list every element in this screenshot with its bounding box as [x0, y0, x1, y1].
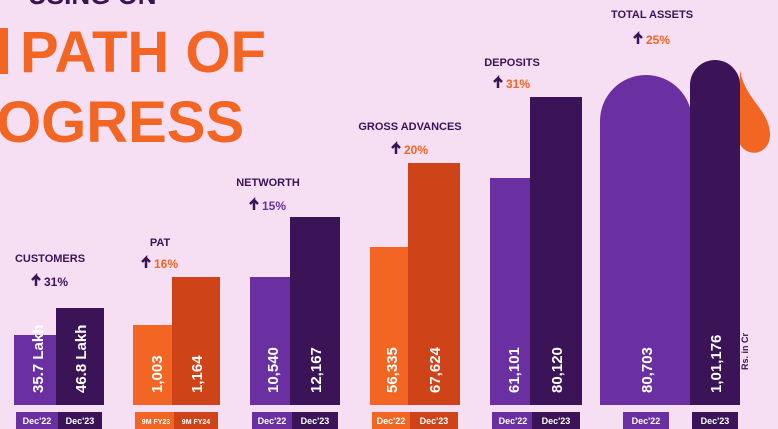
period-label: Dec'23 [301, 416, 330, 426]
heading-line2: PATH OF [20, 20, 266, 85]
bar [490, 178, 536, 405]
bar-value: 46.8 Lakh [73, 325, 90, 393]
heading-fragment [0, 28, 8, 74]
growth-arrow [493, 74, 503, 88]
growth-value: 16% [154, 257, 178, 271]
period-label: 9M FY23 [142, 419, 171, 426]
asset-bar [600, 75, 692, 405]
heading-line1: USING ON [28, 0, 157, 10]
bar [370, 247, 412, 405]
group-label: DEPOSITS [484, 57, 540, 69]
bar-value: 80,120 [549, 347, 566, 393]
growth-value: 25% [646, 33, 670, 47]
bar-value: 10,540 [265, 347, 282, 393]
group-label: PAT [150, 237, 171, 249]
growth-value: 31% [506, 77, 530, 91]
heading-line3: OGRESS [0, 90, 244, 155]
period-label: Dec'22 [23, 416, 52, 426]
period-label: Dec'22 [499, 416, 528, 426]
period-box [174, 412, 218, 429]
period-box [532, 412, 580, 429]
bar-value: 35.7 Lakh [30, 325, 47, 393]
bar [56, 308, 104, 405]
period-box [292, 412, 338, 429]
period-box [58, 412, 102, 429]
bar [172, 277, 220, 405]
group-label: NETWORTH [236, 177, 300, 189]
growth-arrow [391, 140, 401, 154]
bar-value: 1,01,176 [708, 335, 725, 393]
bar [408, 163, 460, 405]
period-box [692, 412, 738, 429]
bar-value: 12,167 [308, 347, 325, 393]
bar-value: 1,003 [149, 355, 166, 393]
bar-value: 61,101 [506, 347, 523, 393]
bar-value: 1,164 [189, 355, 206, 393]
period-label: Dec'23 [701, 416, 730, 426]
group-label: TOTAL ASSETS [611, 9, 693, 21]
period-label: Dec'23 [542, 416, 571, 426]
bar [14, 335, 60, 405]
period-box [135, 412, 177, 429]
bar-value: 67,624 [427, 346, 444, 393]
bar [530, 97, 582, 405]
period-box [623, 412, 669, 429]
growth-arrow [141, 254, 151, 268]
period-label: Dec'23 [66, 416, 95, 426]
bar-value: 80,703 [639, 347, 656, 393]
period-box [252, 412, 292, 429]
period-box [492, 412, 534, 429]
period-label: Dec'23 [420, 416, 449, 426]
period-box [16, 412, 58, 429]
period-label: Dec'22 [377, 416, 406, 426]
growth-arrow [249, 196, 259, 210]
period-label: 9M FY24 [182, 419, 211, 426]
group-label: CUSTOMERS [15, 253, 85, 265]
growth-arrow [633, 30, 643, 44]
period-label: Dec'22 [632, 416, 661, 426]
bar [250, 277, 294, 405]
period-label: Dec'22 [258, 416, 287, 426]
decor-drop [738, 70, 770, 153]
growth-arrow [31, 272, 41, 286]
bar [290, 217, 340, 405]
growth-value: 15% [262, 199, 286, 213]
asset-bar [690, 60, 740, 405]
bar-value: 56,335 [384, 347, 401, 393]
growth-value: 20% [404, 143, 428, 157]
bar [133, 325, 179, 405]
unit-note: Rs. in Cr [740, 332, 750, 370]
growth-value: 31% [44, 275, 68, 289]
period-box [410, 412, 458, 429]
period-box [372, 412, 410, 429]
group-label: GROSS ADVANCES [358, 121, 461, 133]
